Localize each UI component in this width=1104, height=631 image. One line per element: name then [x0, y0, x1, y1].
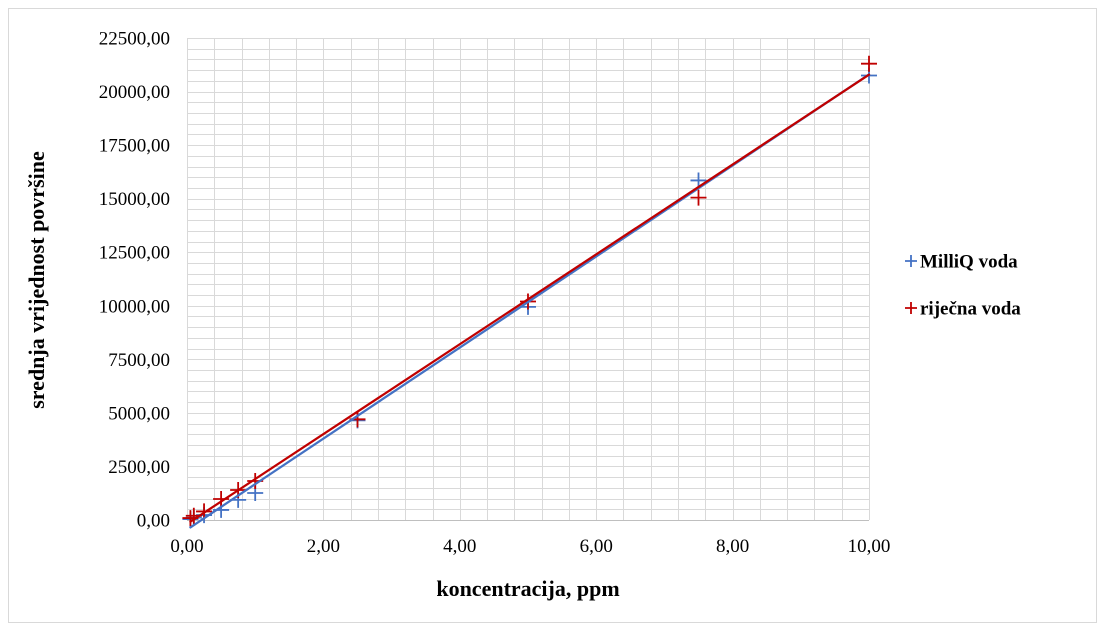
- y-tick-label: 17500,00: [99, 136, 170, 157]
- x-tick-label: 6,00: [580, 536, 613, 557]
- x-tick-label: 2,00: [307, 536, 340, 557]
- y-tick-label: 12500,00: [99, 243, 170, 264]
- legend: MilliQ voda riječna voda: [905, 252, 1021, 320]
- y-tick-label: 10000,00: [99, 296, 170, 317]
- x-tick-label: 4,00: [443, 536, 476, 557]
- y-tick-label: 15000,00: [99, 189, 170, 210]
- data-point-rijecna-voda: [690, 189, 707, 206]
- y-tick-label: 5000,00: [108, 403, 170, 424]
- legend-item-rijecna-voda: riječna voda: [905, 299, 1021, 320]
- data-point-rijecna-voda: [861, 55, 877, 72]
- y-tick-label: 7500,00: [108, 350, 170, 371]
- x-tick-label: 8,00: [716, 536, 749, 557]
- gridlines: [187, 38, 870, 521]
- x-tick-label: 0,00: [170, 536, 203, 557]
- y-axis-title: srednja vrijednost površine: [24, 151, 49, 409]
- y-tick-label: 22500,00: [99, 29, 170, 50]
- legend-marker-plus: [905, 255, 917, 267]
- x-axis-tick-labels: 0,00 2,00 4,00 6,00 8,00 10,00: [170, 536, 890, 557]
- x-tick-label: 10,00: [848, 536, 891, 557]
- y-tick-label: 0,00: [137, 511, 170, 532]
- y-tick-label: 2500,00: [108, 457, 170, 478]
- legend-marker-plus: [905, 302, 917, 314]
- legend-label: riječna voda: [920, 299, 1021, 320]
- y-axis-tick-labels: 0,00 2500,00 5000,00 7500,00 10000,00 12500,0…: [99, 29, 170, 532]
- x-axis-title: koncentracija, ppm: [436, 576, 619, 601]
- y-tick-label: 20000,00: [99, 82, 170, 103]
- legend-label: MilliQ voda: [920, 252, 1018, 273]
- trendline-rijecna-voda: [189, 73, 871, 523]
- legend-item-milliq-voda: MilliQ voda: [905, 252, 1018, 273]
- trendlines: [189, 73, 871, 529]
